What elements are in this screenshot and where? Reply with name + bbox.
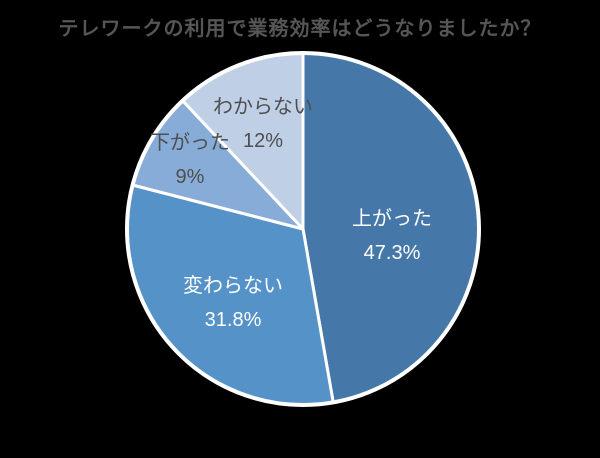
chart-title: テレワークの利用で業務効率はどうなりましたか？ xyxy=(58,18,542,40)
pie-label-text: 変わらない xyxy=(183,275,283,297)
pie-label-unchanged: 変わらない 31.8% xyxy=(183,269,283,337)
pie-outline xyxy=(125,51,481,407)
pie-label-value: 9% xyxy=(175,166,205,188)
pie-label-text: わからない xyxy=(213,96,313,118)
pie-label-unknown: わからない 12% xyxy=(213,90,313,158)
pie-label-text: 下がった xyxy=(150,132,230,154)
pie-label-value: 12% xyxy=(242,130,284,152)
pie-label-value: 47.3% xyxy=(363,242,421,264)
pie-label-text: 上がった xyxy=(352,208,432,230)
pie-label-decreased: 下がった 9% xyxy=(150,126,230,194)
pie-label-value: 31.8% xyxy=(204,309,262,331)
pie-label-increased: 上がった 47.3% xyxy=(352,202,432,270)
